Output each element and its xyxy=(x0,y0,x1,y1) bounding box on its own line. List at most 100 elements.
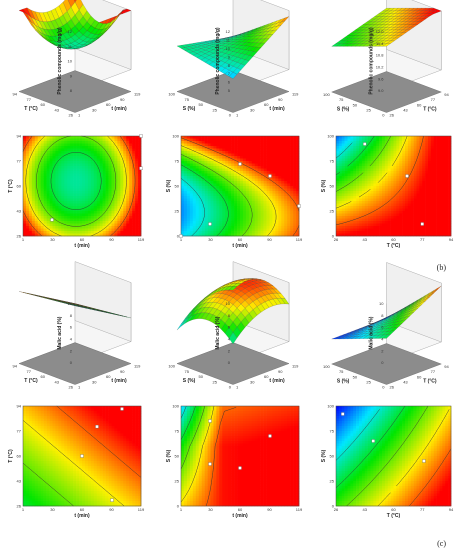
contour-cell xyxy=(361,221,366,224)
contour-cell xyxy=(102,221,106,224)
contour-cell xyxy=(356,173,360,177)
contour-cell xyxy=(46,141,50,144)
contour-cell xyxy=(379,208,383,212)
contour-cell xyxy=(132,178,136,182)
contour-cell xyxy=(23,211,27,214)
contour-cell xyxy=(102,231,106,234)
y-tick-label: 90 xyxy=(278,97,283,102)
contour-cell xyxy=(192,231,197,234)
contour-cell xyxy=(138,146,142,149)
contour-cell xyxy=(70,188,74,192)
contour-cell xyxy=(278,221,282,224)
contour-cell xyxy=(361,171,366,174)
contour-cell xyxy=(242,161,247,164)
contour-cell xyxy=(387,148,391,152)
contour-cell xyxy=(242,191,247,194)
contour-cell xyxy=(25,196,30,199)
y-tick-label: 94 xyxy=(444,92,449,97)
contour-cell xyxy=(213,223,217,227)
contour-cell xyxy=(296,136,300,139)
contour-cell xyxy=(344,168,348,172)
contour-cell xyxy=(260,231,264,234)
contour-cell xyxy=(353,191,357,194)
contour-cell xyxy=(379,223,383,227)
contour-cell xyxy=(382,143,386,147)
contour-cell xyxy=(344,143,348,147)
contour-cell xyxy=(183,143,188,147)
contour-cell xyxy=(376,176,380,179)
contour-cell xyxy=(84,218,89,222)
contour-cell xyxy=(278,181,282,184)
contour-cell xyxy=(402,178,406,182)
contour-cell xyxy=(387,153,391,157)
contour-cell xyxy=(216,176,220,179)
contour-cell xyxy=(207,171,211,174)
contour-cell xyxy=(390,168,394,172)
contour-cell xyxy=(240,136,244,139)
contour-cell xyxy=(248,223,253,227)
contour-cell xyxy=(396,163,400,167)
contour-cell xyxy=(43,163,47,167)
contour-cell xyxy=(237,226,241,229)
contour-cell xyxy=(93,211,98,214)
contour-cell xyxy=(336,183,340,187)
contour-cell xyxy=(296,156,300,159)
contour-cell xyxy=(114,158,118,162)
contour-cell xyxy=(387,206,391,209)
contour-cell xyxy=(364,168,368,172)
contour-cell xyxy=(108,148,112,152)
contour-cell xyxy=(405,216,409,219)
contour-cell xyxy=(364,173,368,177)
contour-cell xyxy=(58,151,62,154)
contour-cell xyxy=(64,171,68,174)
contour-cell xyxy=(219,158,223,162)
contour-cell xyxy=(84,161,89,164)
contour-cell xyxy=(90,191,95,194)
contour-cell xyxy=(90,143,95,147)
contour-cell xyxy=(257,146,261,149)
contour-cell xyxy=(52,161,56,164)
contour-cell xyxy=(382,158,386,162)
contour-cell xyxy=(353,171,357,174)
contour-cell xyxy=(260,136,264,139)
z-tick-label: 10 xyxy=(226,46,231,51)
contour-cell xyxy=(129,191,133,194)
contour-cell xyxy=(79,158,83,162)
contour-cell xyxy=(96,233,100,237)
contour-cell xyxy=(245,208,250,212)
contour-cell xyxy=(341,176,345,179)
contour-cell xyxy=(138,203,142,207)
z-tick-label: 11 xyxy=(226,37,231,42)
contour-cell xyxy=(367,223,371,227)
contour-cell xyxy=(240,201,244,204)
contour-cell xyxy=(402,216,406,219)
contour-cell xyxy=(55,148,59,152)
contour-cell xyxy=(102,196,106,199)
contour-cell xyxy=(245,193,250,197)
contour-cell xyxy=(93,163,98,167)
contour-cell xyxy=(90,183,95,187)
contour-cell xyxy=(102,208,106,212)
contour-cell xyxy=(58,201,62,204)
contour-cell xyxy=(90,206,95,209)
contour-cell xyxy=(120,193,124,197)
contour-cell xyxy=(361,151,366,154)
contour-cell xyxy=(204,171,208,174)
contour-cell xyxy=(399,173,403,177)
contour-cell xyxy=(99,158,103,162)
contour-cell xyxy=(359,211,363,214)
contour-cell xyxy=(84,178,89,182)
contour-cell xyxy=(266,158,270,162)
contour-cell xyxy=(367,198,371,202)
contour-cell xyxy=(399,158,403,162)
contour-cell xyxy=(379,198,383,202)
contour-cell xyxy=(28,183,33,187)
contour-cell xyxy=(25,153,30,157)
contour-cell xyxy=(407,203,412,207)
contour-cell xyxy=(390,166,394,169)
contour-cell xyxy=(79,211,83,214)
contour-cell xyxy=(248,171,253,174)
contour-cell xyxy=(222,221,226,224)
contour-cell xyxy=(46,226,50,229)
